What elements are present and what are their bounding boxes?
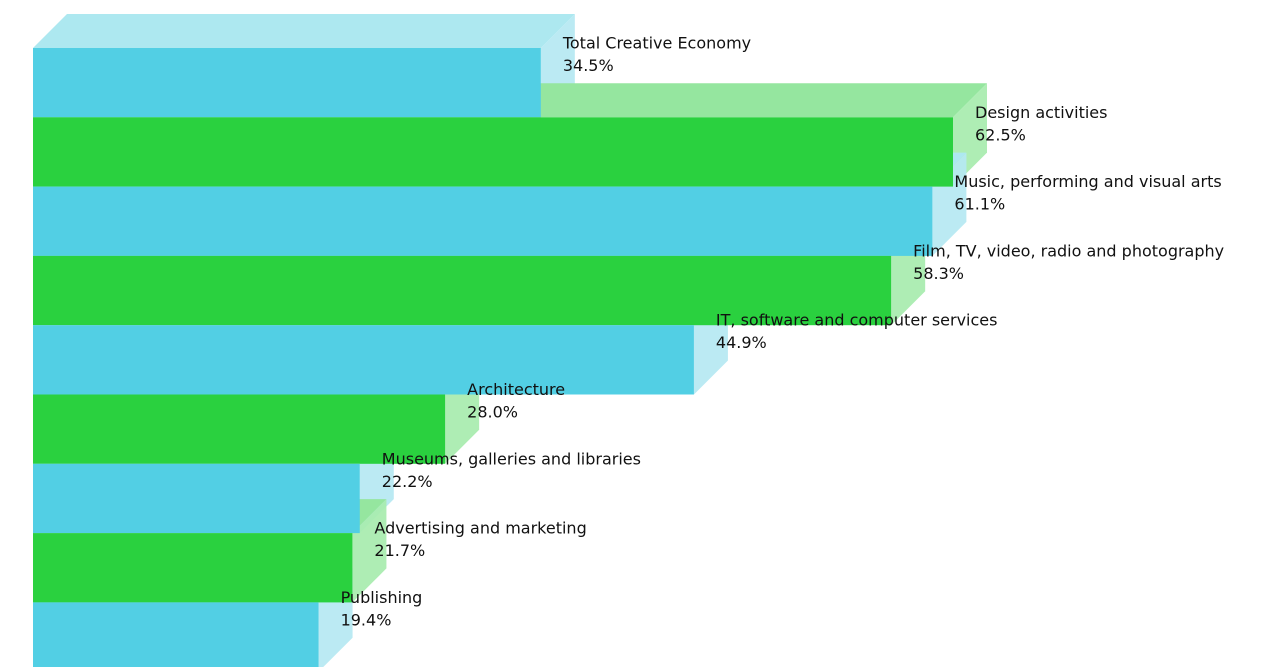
bar-value-label: 61.1% [954, 195, 1005, 214]
bar-top-face [33, 14, 575, 48]
bar-value-label: 34.5% [563, 56, 614, 75]
bar [33, 325, 694, 395]
bar-value-label: 58.3% [913, 264, 964, 283]
bar [33, 186, 933, 256]
bar-value-label: 21.7% [374, 541, 425, 560]
bar [33, 117, 953, 187]
bar-value-label: 44.9% [716, 333, 767, 352]
bar-category-label: Publishing [341, 588, 423, 607]
bar [33, 463, 360, 534]
bar-category-label: Music, performing and visual arts [954, 172, 1221, 191]
bar-side-face [352, 499, 387, 603]
bar [33, 533, 353, 603]
bar-category-label: Architecture [467, 380, 565, 399]
bar [33, 255, 892, 326]
bar-category-label: Advertising and marketing [374, 519, 586, 538]
bar [33, 602, 319, 667]
bar-category-label: Film, TV, video, radio and photography [913, 241, 1224, 260]
bar-category-label: IT, software and computer services [716, 311, 998, 330]
bar-category-label: Museums, galleries and libraries [382, 449, 641, 468]
bar-category-label: Design activities [975, 103, 1107, 122]
bar-value-label: 19.4% [341, 610, 392, 629]
bar-value-label: 28.0% [467, 403, 518, 422]
bar-category-label: Total Creative Economy [562, 34, 751, 53]
bar [33, 394, 446, 464]
bar-value-label: 22.2% [382, 472, 433, 491]
bar [33, 48, 541, 118]
bar-value-label: 62.5% [975, 125, 1026, 144]
